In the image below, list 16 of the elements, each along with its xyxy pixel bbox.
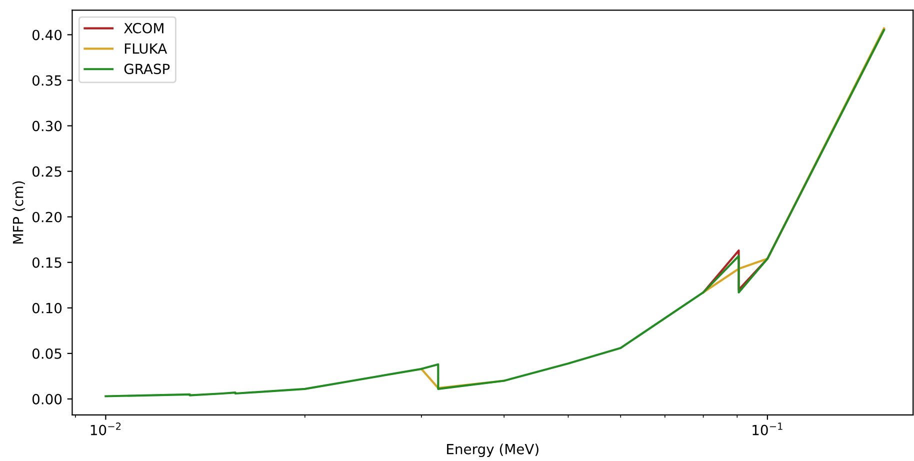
y-tick-label: 0.40 — [32, 30, 62, 40]
legend-label: GRASP — [124, 64, 170, 74]
y-tick-label: 0.10 — [32, 302, 62, 314]
y-tick-label: 0.35 — [32, 75, 62, 86]
x-axis-title: Energy (MeV) — [447, 444, 538, 458]
y-tick-label: 0.20 — [32, 212, 62, 222]
y-tick-label: 0.30 — [32, 120, 62, 132]
x-tick-label: 10$^{−1}$ — [752, 422, 782, 436]
y-axis-title: MFP (cm) — [12, 181, 25, 244]
x-tick-label: 10$^{−2}$ — [90, 422, 121, 436]
y-tick-label: 0.00 — [32, 394, 62, 404]
legend-label: XCOM — [124, 22, 164, 34]
legend-label: FLUKA — [124, 43, 168, 54]
y-tick-label: 0.25 — [32, 166, 62, 177]
y-tick-label: 0.05 — [32, 348, 62, 359]
y-tick-label: 0.15 — [32, 257, 62, 268]
